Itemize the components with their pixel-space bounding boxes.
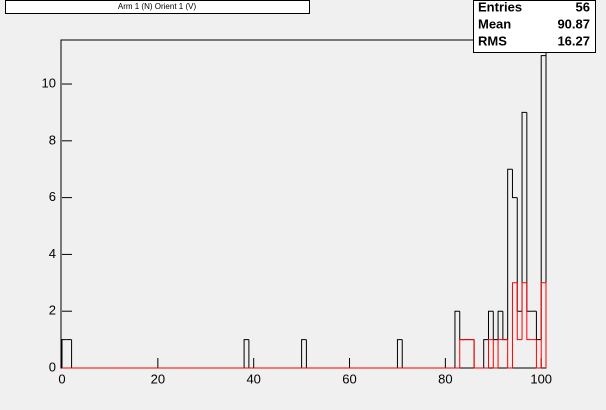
title-box bbox=[5, 0, 310, 14]
histogram-bin bbox=[454, 310, 460, 368]
x-tick-label: 40 bbox=[246, 371, 260, 386]
stat-label: Mean bbox=[478, 16, 511, 31]
histogram-bin bbox=[507, 339, 513, 369]
y-tick-label: 4 bbox=[49, 246, 56, 261]
x-tick-label: 100 bbox=[530, 371, 552, 386]
chart-title: Arm 1 (N) Orient 1 (V) bbox=[118, 2, 197, 11]
histogram-bin bbox=[535, 339, 542, 369]
histogram-bin bbox=[483, 339, 489, 368]
histogram-bin bbox=[540, 282, 547, 368]
histogram-bin bbox=[61, 339, 67, 368]
y-tick-label: 10 bbox=[42, 75, 56, 90]
histogram-bin bbox=[521, 111, 527, 312]
histogram-bin bbox=[301, 339, 307, 368]
y-tick-label: 0 bbox=[49, 359, 56, 374]
stat-label: Entries bbox=[478, 0, 522, 14]
histogram-bin bbox=[511, 169, 518, 199]
histogram-bin bbox=[516, 282, 523, 341]
histogram-bin bbox=[487, 310, 494, 340]
histogram-bin bbox=[492, 339, 499, 369]
stats-box bbox=[473, 0, 596, 53]
x-tick-label: 20 bbox=[151, 371, 165, 386]
histogram-bin bbox=[511, 282, 518, 368]
x-tick-label: 60 bbox=[342, 371, 356, 386]
histogram-bin bbox=[526, 282, 532, 341]
histogram-bin bbox=[396, 339, 403, 368]
stat-value: 56 bbox=[576, 0, 590, 14]
stat-value: 90.87 bbox=[557, 16, 590, 31]
x-tick-label: 80 bbox=[438, 371, 452, 386]
histogram-bin bbox=[243, 339, 249, 368]
y-tick-label: 8 bbox=[49, 132, 56, 147]
histogram-bin bbox=[507, 168, 513, 340]
frame bbox=[60, 39, 547, 369]
histogram-bin bbox=[521, 282, 527, 340]
histogram-bin bbox=[497, 310, 503, 340]
stat-label: RMS bbox=[478, 33, 507, 48]
stat-value: 16.27 bbox=[557, 33, 590, 48]
histogram-bin bbox=[497, 339, 503, 368]
histogram-bin bbox=[473, 339, 479, 369]
histogram-bin bbox=[540, 55, 547, 368]
y-tick-label: 6 bbox=[49, 189, 56, 204]
histogram-bin bbox=[459, 339, 465, 368]
x-tick-label: 0 bbox=[58, 371, 65, 386]
y-tick-label: 2 bbox=[49, 303, 56, 318]
histogram-bin bbox=[487, 339, 494, 368]
